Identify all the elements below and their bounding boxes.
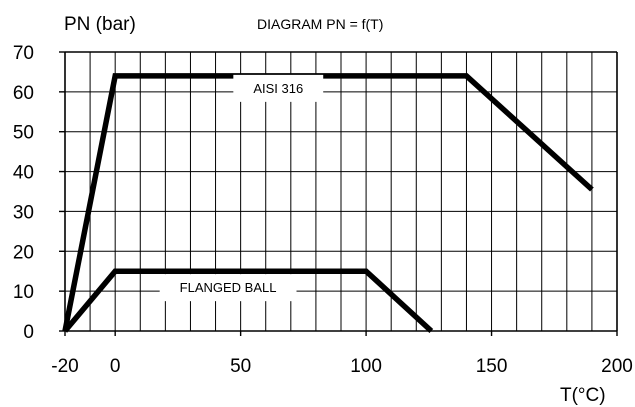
x-tick-label: 50 [230, 356, 251, 377]
chart-grid [59, 51, 618, 336]
x-tick-label: 150 [476, 356, 508, 377]
y-tick-label: 60 [13, 83, 34, 104]
y-tick-label: 50 [13, 123, 34, 144]
y-tick-labels: 0 10 20 30 40 50 60 70 [13, 43, 34, 343]
series-line [62, 73, 594, 332]
x-axis-title: T(°C) [560, 385, 606, 406]
y-tick-label: 70 [13, 43, 34, 64]
x-tick-label: -20 [51, 356, 78, 377]
y-tick-label: 0 [23, 322, 34, 343]
y-axis-title: PN (bar) [64, 14, 136, 35]
x-tick-labels: -20 0 50 100 150 200 [51, 356, 633, 377]
series-labels: AISI 316 FLANGED BALL [159, 74, 324, 302]
y-tick-label: 40 [13, 163, 34, 184]
y-tick-label: 20 [13, 242, 34, 263]
chart-series [62, 73, 594, 334]
x-tick-label: 100 [350, 356, 382, 377]
series-label-bg [159, 274, 297, 302]
series-label: FLANGED BALL [180, 280, 277, 295]
series-label-bg [233, 74, 324, 102]
x-tick-label: 0 [110, 356, 121, 377]
chart-title: DIAGRAM PN = f(T) [257, 16, 383, 32]
y-tick-label: 10 [13, 282, 34, 303]
y-tick-label: 30 [13, 202, 34, 223]
x-tick-label: 200 [601, 356, 633, 377]
series-label: AISI 316 [253, 81, 303, 96]
series-line [62, 268, 434, 334]
